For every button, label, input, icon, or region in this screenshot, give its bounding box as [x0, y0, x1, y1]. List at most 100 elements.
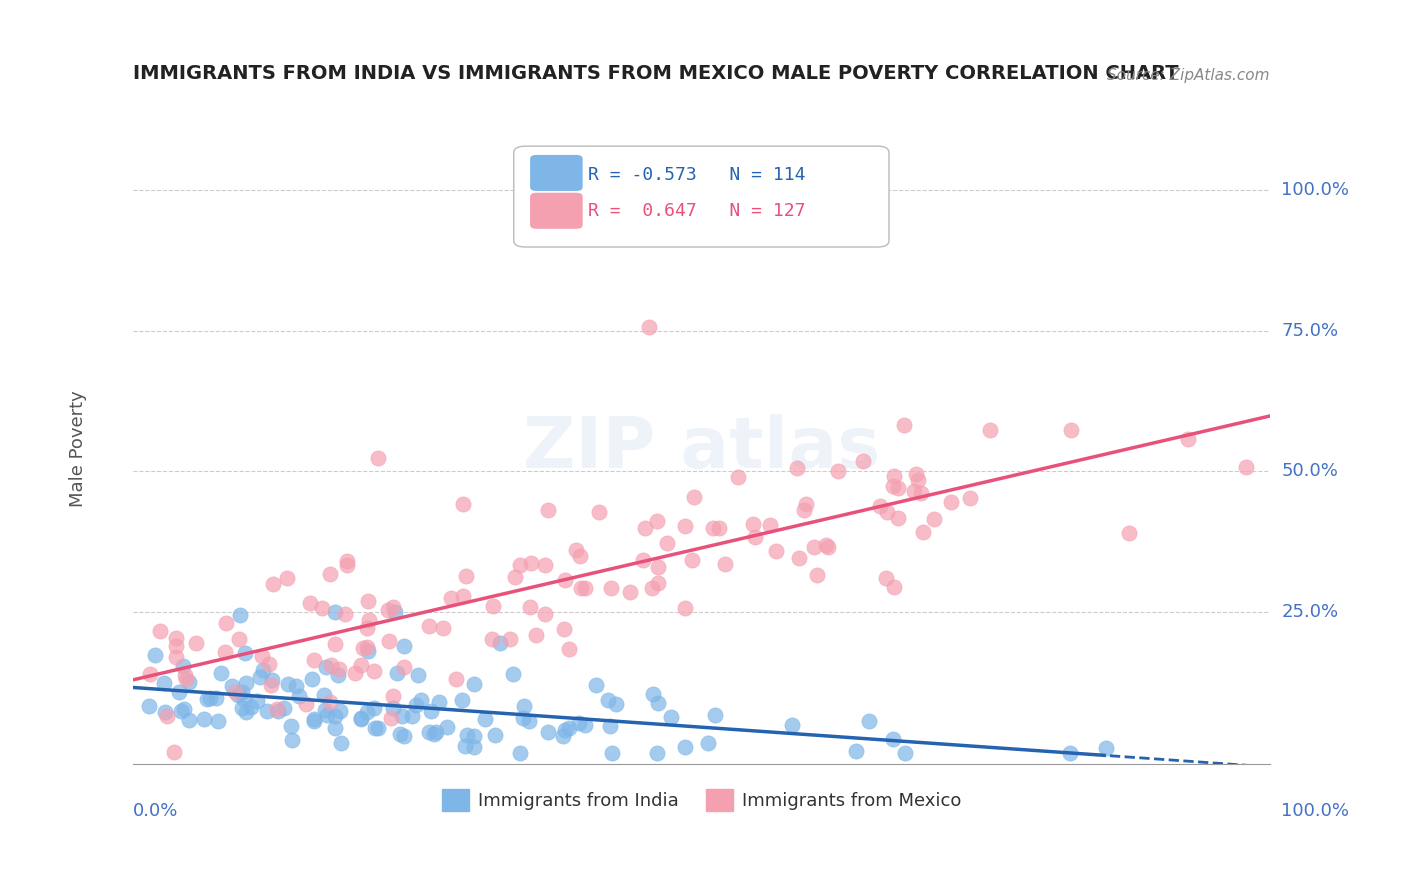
Immigrants from India: [558, 721, 581, 735]
Immigrants from Mexico: [155, 709, 177, 723]
Immigrants from Mexico: [311, 601, 333, 615]
Immigrants from Mexico: [702, 521, 724, 535]
Immigrants from India: [329, 736, 352, 750]
Immigrants from India: [661, 710, 683, 724]
Immigrants from India: [1095, 741, 1118, 756]
Immigrants from Mexico: [727, 470, 749, 484]
Immigrants from India: [323, 709, 346, 723]
Immigrants from Mexico: [789, 550, 811, 565]
Immigrants from Mexico: [380, 711, 402, 725]
Immigrants from Mexico: [319, 657, 342, 672]
Immigrants from Mexico: [333, 607, 356, 621]
Immigrants from Mexico: [352, 641, 374, 656]
Text: 25.0%: 25.0%: [1281, 603, 1339, 621]
Immigrants from India: [406, 668, 429, 682]
Immigrants from India: [882, 731, 904, 746]
Immigrants from India: [554, 723, 576, 738]
Text: Male Poverty: Male Poverty: [69, 391, 87, 507]
Immigrants from India: [204, 690, 226, 705]
Immigrants from India: [235, 705, 257, 719]
Immigrants from Mexico: [941, 495, 963, 509]
Immigrants from Mexico: [765, 544, 787, 558]
Immigrants from India: [273, 701, 295, 715]
Text: ZIP atlas: ZIP atlas: [523, 414, 880, 483]
Immigrants from India: [167, 685, 190, 699]
Immigrants from India: [420, 704, 443, 718]
Immigrants from Mexico: [741, 516, 763, 531]
Immigrants from Mexico: [356, 620, 378, 634]
Text: IMMIGRANTS FROM INDIA VS IMMIGRANTS FROM MEXICO MALE POVERTY CORRELATION CHART: IMMIGRANTS FROM INDIA VS IMMIGRANTS FROM…: [132, 64, 1178, 83]
Immigrants from Mexico: [852, 453, 875, 467]
Immigrants from Mexico: [893, 417, 915, 432]
Immigrants from India: [391, 709, 413, 723]
Immigrants from Mexico: [276, 570, 298, 584]
Immigrants from Mexico: [565, 543, 588, 558]
Immigrants from India: [323, 721, 346, 735]
Immigrants from India: [226, 688, 249, 702]
Immigrants from India: [484, 728, 506, 742]
Immigrants from Mexico: [634, 521, 657, 535]
Immigrants from India: [696, 736, 718, 750]
Immigrants from India: [392, 639, 415, 653]
Immigrants from Mexico: [568, 549, 591, 563]
Immigrants from India: [463, 677, 485, 691]
Immigrants from India: [502, 667, 524, 681]
Immigrants from Mexico: [173, 667, 195, 681]
Immigrants from India: [231, 701, 253, 715]
Immigrants from Mexico: [524, 628, 547, 642]
Immigrants from India: [673, 740, 696, 755]
Immigrants from Mexico: [959, 491, 981, 506]
Immigrants from Mexico: [163, 745, 186, 759]
Immigrants from Mexico: [876, 505, 898, 519]
Immigrants from Mexico: [619, 585, 641, 599]
Immigrants from Mexico: [553, 622, 575, 636]
Immigrants from Mexico: [827, 464, 849, 478]
Immigrants from Mexico: [444, 672, 467, 686]
Immigrants from Mexico: [1118, 525, 1140, 540]
Immigrants from India: [845, 744, 868, 758]
Immigrants from Mexico: [887, 510, 910, 524]
Immigrants from India: [418, 725, 440, 739]
Immigrants from India: [596, 693, 619, 707]
Text: R =  0.647   N = 127: R = 0.647 N = 127: [588, 202, 806, 220]
Immigrants from Mexico: [252, 649, 274, 664]
Immigrants from Mexico: [214, 615, 236, 630]
Immigrants from Mexico: [451, 589, 474, 603]
Immigrants from Mexico: [165, 631, 187, 645]
Immigrants from India: [179, 675, 201, 690]
Immigrants from India: [235, 676, 257, 690]
Immigrants from India: [233, 646, 256, 660]
FancyBboxPatch shape: [531, 155, 582, 190]
Immigrants from Mexico: [673, 601, 696, 615]
Immigrants from India: [245, 694, 267, 708]
Immigrants from Mexico: [392, 660, 415, 674]
Immigrants from Mexico: [381, 689, 404, 703]
Immigrants from India: [207, 714, 229, 728]
Immigrants from Mexico: [350, 657, 373, 672]
Immigrants from India: [489, 636, 512, 650]
Immigrants from Mexico: [631, 553, 654, 567]
Immigrants from India: [229, 608, 252, 623]
Immigrants from India: [262, 673, 284, 687]
Immigrants from Mexico: [887, 481, 910, 495]
Immigrants from Mexico: [707, 520, 730, 534]
Immigrants from India: [381, 701, 404, 715]
Immigrants from Mexico: [714, 557, 737, 571]
Immigrants from Mexico: [344, 665, 367, 680]
Immigrants from Mexico: [681, 553, 703, 567]
Immigrants from India: [427, 695, 450, 709]
Immigrants from India: [277, 677, 299, 691]
Immigrants from Mexico: [482, 599, 505, 614]
Immigrants from India: [231, 684, 253, 698]
Immigrants from Mexico: [794, 497, 817, 511]
Immigrants from Mexico: [377, 603, 399, 617]
Immigrants from India: [240, 700, 263, 714]
Immigrants from India: [288, 689, 311, 703]
Immigrants from India: [451, 692, 474, 706]
Immigrants from India: [401, 708, 423, 723]
Immigrants from India: [177, 713, 200, 727]
Immigrants from Mexico: [683, 490, 706, 504]
Immigrants from Mexico: [673, 518, 696, 533]
Immigrants from Mexico: [509, 558, 531, 572]
Immigrants from India: [153, 676, 176, 690]
